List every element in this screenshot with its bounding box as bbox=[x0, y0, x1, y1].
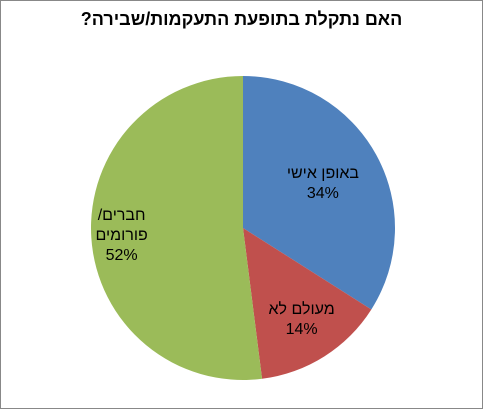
pie-slice bbox=[243, 228, 372, 379]
pie-slice bbox=[243, 76, 395, 310]
value-label: 52% bbox=[105, 246, 138, 264]
pie-slice bbox=[90, 76, 263, 381]
value-label: 34% bbox=[306, 185, 339, 203]
category-label: באופן אישי bbox=[286, 165, 359, 183]
value-label: 14% bbox=[285, 321, 318, 339]
slice-label: חברים/ פורומים 52% bbox=[95, 206, 147, 266]
chart-title: האם נתקלת בתופעת התעקמות/שבירה? bbox=[80, 9, 403, 29]
category-label: מעולם לא bbox=[268, 301, 335, 319]
slice-label: באופן אישי 34% bbox=[287, 164, 359, 204]
slice-label: מעולם לא 14% bbox=[269, 300, 335, 340]
category-label: חברים/ פורומים bbox=[95, 206, 148, 244]
